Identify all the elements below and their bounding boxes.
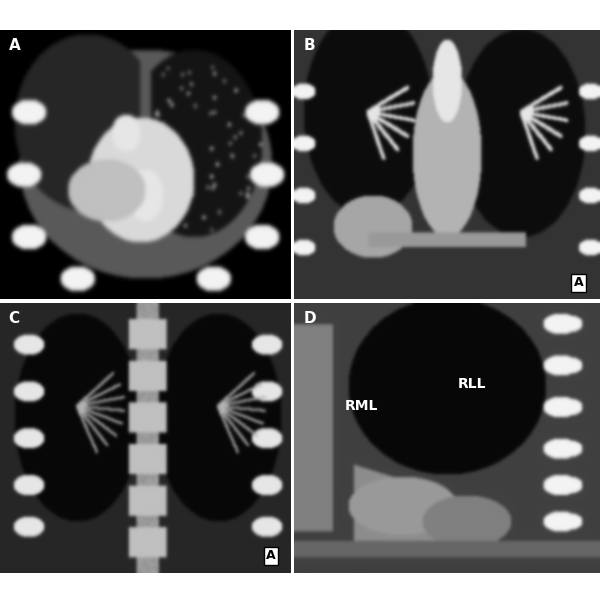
Text: RLL: RLL [457, 377, 486, 391]
Text: A: A [266, 549, 276, 563]
Text: D: D [304, 311, 316, 326]
Text: B: B [304, 38, 315, 53]
Text: C: C [9, 311, 20, 326]
Text: RML: RML [345, 399, 378, 413]
Text: A: A [574, 276, 583, 289]
Text: A: A [9, 38, 20, 53]
